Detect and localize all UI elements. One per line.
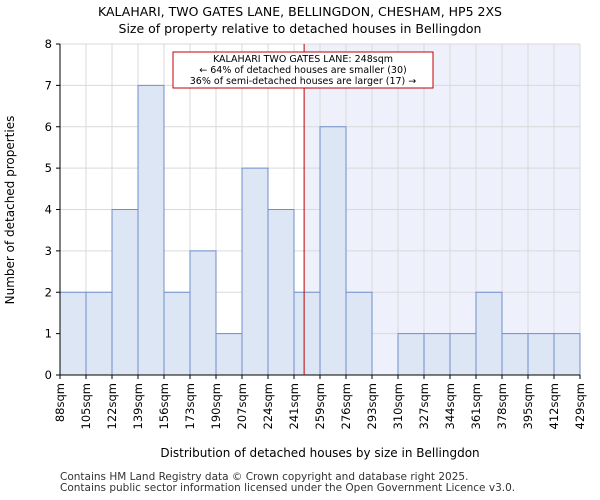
x-tick-label: 105sqm (79, 383, 93, 429)
y-tick-label: 2 (45, 285, 52, 299)
histogram-bar (137, 84, 165, 376)
x-tick-label: 207sqm (235, 383, 249, 429)
x-tick-label: 259sqm (313, 383, 327, 429)
histogram-bar (111, 209, 139, 376)
x-tick-label: 327sqm (417, 383, 431, 429)
y-tick-label: 6 (45, 120, 52, 134)
footer-attribution: Contains HM Land Registry data © Crown c… (60, 472, 515, 494)
x-tick-label: 190sqm (209, 383, 223, 429)
x-tick-label: 88sqm (53, 383, 67, 422)
x-tick-label: 412sqm (547, 383, 561, 429)
histogram-bar (85, 291, 113, 376)
x-tick-label: 122sqm (105, 383, 119, 429)
footer-line1: Contains HM Land Registry data © Crown c… (60, 471, 469, 483)
histogram-bar (241, 167, 269, 376)
annotation-line1: KALAHARI TWO GATES LANE: 248sqm (213, 54, 393, 65)
histogram-bar (553, 333, 581, 376)
x-tick-label: 310sqm (391, 383, 405, 429)
histogram-bar (215, 333, 243, 376)
x-tick-label: 224sqm (261, 383, 275, 429)
y-tick-label: 8 (45, 37, 52, 51)
y-tick-label: 7 (45, 78, 52, 92)
y-tick-label: 5 (45, 161, 52, 175)
histogram-bar (449, 333, 477, 376)
histogram-bar (501, 333, 529, 376)
x-axis-label: Distribution of detached houses by size … (160, 446, 479, 460)
x-tick-label: 361sqm (469, 383, 483, 429)
x-tick-label: 344sqm (443, 383, 457, 429)
histogram-bar (267, 209, 295, 376)
histogram-bar (189, 250, 217, 376)
y-tick-label: 4 (45, 203, 52, 217)
histogram-bar (293, 291, 321, 376)
footer-line2: Contains public sector information licen… (60, 482, 516, 494)
histogram-bar (475, 291, 503, 376)
histogram-bar (527, 333, 555, 376)
x-tick-label: 429sqm (573, 383, 587, 429)
annotation-line2: ← 64% of detached houses are smaller (30… (199, 65, 406, 76)
x-tick-label: 378sqm (495, 383, 509, 429)
histogram-bar (397, 333, 425, 376)
histogram-bar (319, 126, 347, 376)
histogram-bar (163, 291, 191, 376)
histogram-bar (423, 333, 451, 376)
annotation-box (172, 51, 434, 89)
y-tick-label: 1 (45, 327, 52, 341)
histogram-chart: 0 1 2 3 4 5 6 7 8 88sqm 105sqm 122sqm 139sqm 156sqm 1… (3, 37, 587, 460)
chart-title-line1: KALAHARI, TWO GATES LANE, BELLINGDON, CH… (98, 4, 502, 19)
x-tick-label: 276sqm (339, 383, 353, 429)
annotation-line3: 36% of semi-detached houses are larger (… (190, 76, 417, 87)
x-tick-label: 293sqm (365, 383, 379, 429)
x-tick-label: 156sqm (157, 383, 171, 429)
x-tick-label: 139sqm (131, 383, 145, 429)
y-tick-label: 0 (45, 368, 52, 382)
y-tick-label: 3 (45, 244, 52, 258)
x-tick-label: 241sqm (287, 383, 301, 429)
histogram-bar (345, 291, 373, 376)
x-tick-label: 395sqm (521, 383, 535, 429)
chart-subtitle: Size of property relative to detached ho… (118, 21, 482, 36)
histogram-bar (59, 291, 87, 376)
y-axis-label: Number of detached properties (3, 116, 17, 305)
x-tick-label: 173sqm (183, 383, 197, 429)
chart-title: KALAHARI, TWO GATES LANE, BELLINGDON, CH… (0, 3, 600, 37)
